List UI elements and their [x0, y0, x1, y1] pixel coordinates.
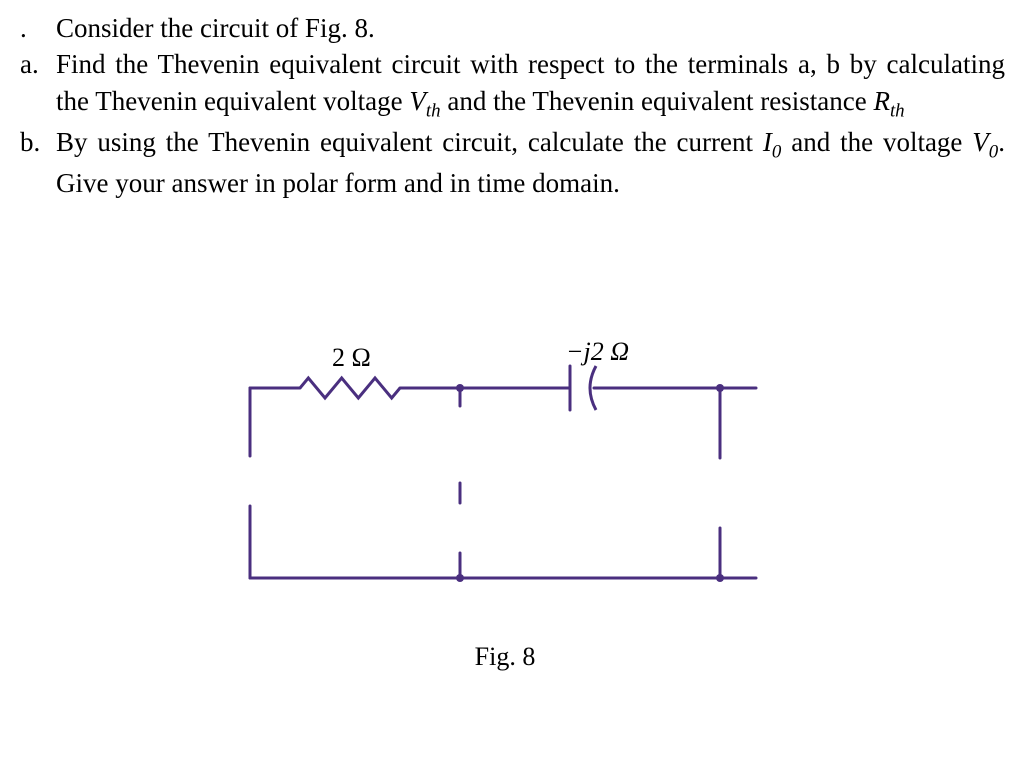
svg-text:2 Ω: 2 Ω	[332, 343, 371, 372]
circuit-figure: 2 Ω −j2 Ω Fig. 8	[120, 328, 890, 678]
part-b-label: b.	[20, 124, 56, 201]
part-a-text: Find the Thevenin equivalent circuit wit…	[56, 46, 1005, 123]
part-a-label: a.	[20, 46, 56, 123]
problem-statement: . Consider the circuit of Fig. 8. a. Fin…	[20, 10, 1005, 201]
svg-text:−j2 Ω: −j2 Ω	[566, 337, 629, 366]
intro-text: Consider the circuit of Fig. 8.	[56, 10, 1005, 46]
intro-prefix: .	[20, 10, 56, 46]
part-b-text: By using the Thevenin equivalent circuit…	[56, 124, 1005, 201]
figure-caption: Fig. 8	[120, 642, 890, 672]
circuit-svg: 2 Ω −j2 Ω	[120, 328, 890, 638]
